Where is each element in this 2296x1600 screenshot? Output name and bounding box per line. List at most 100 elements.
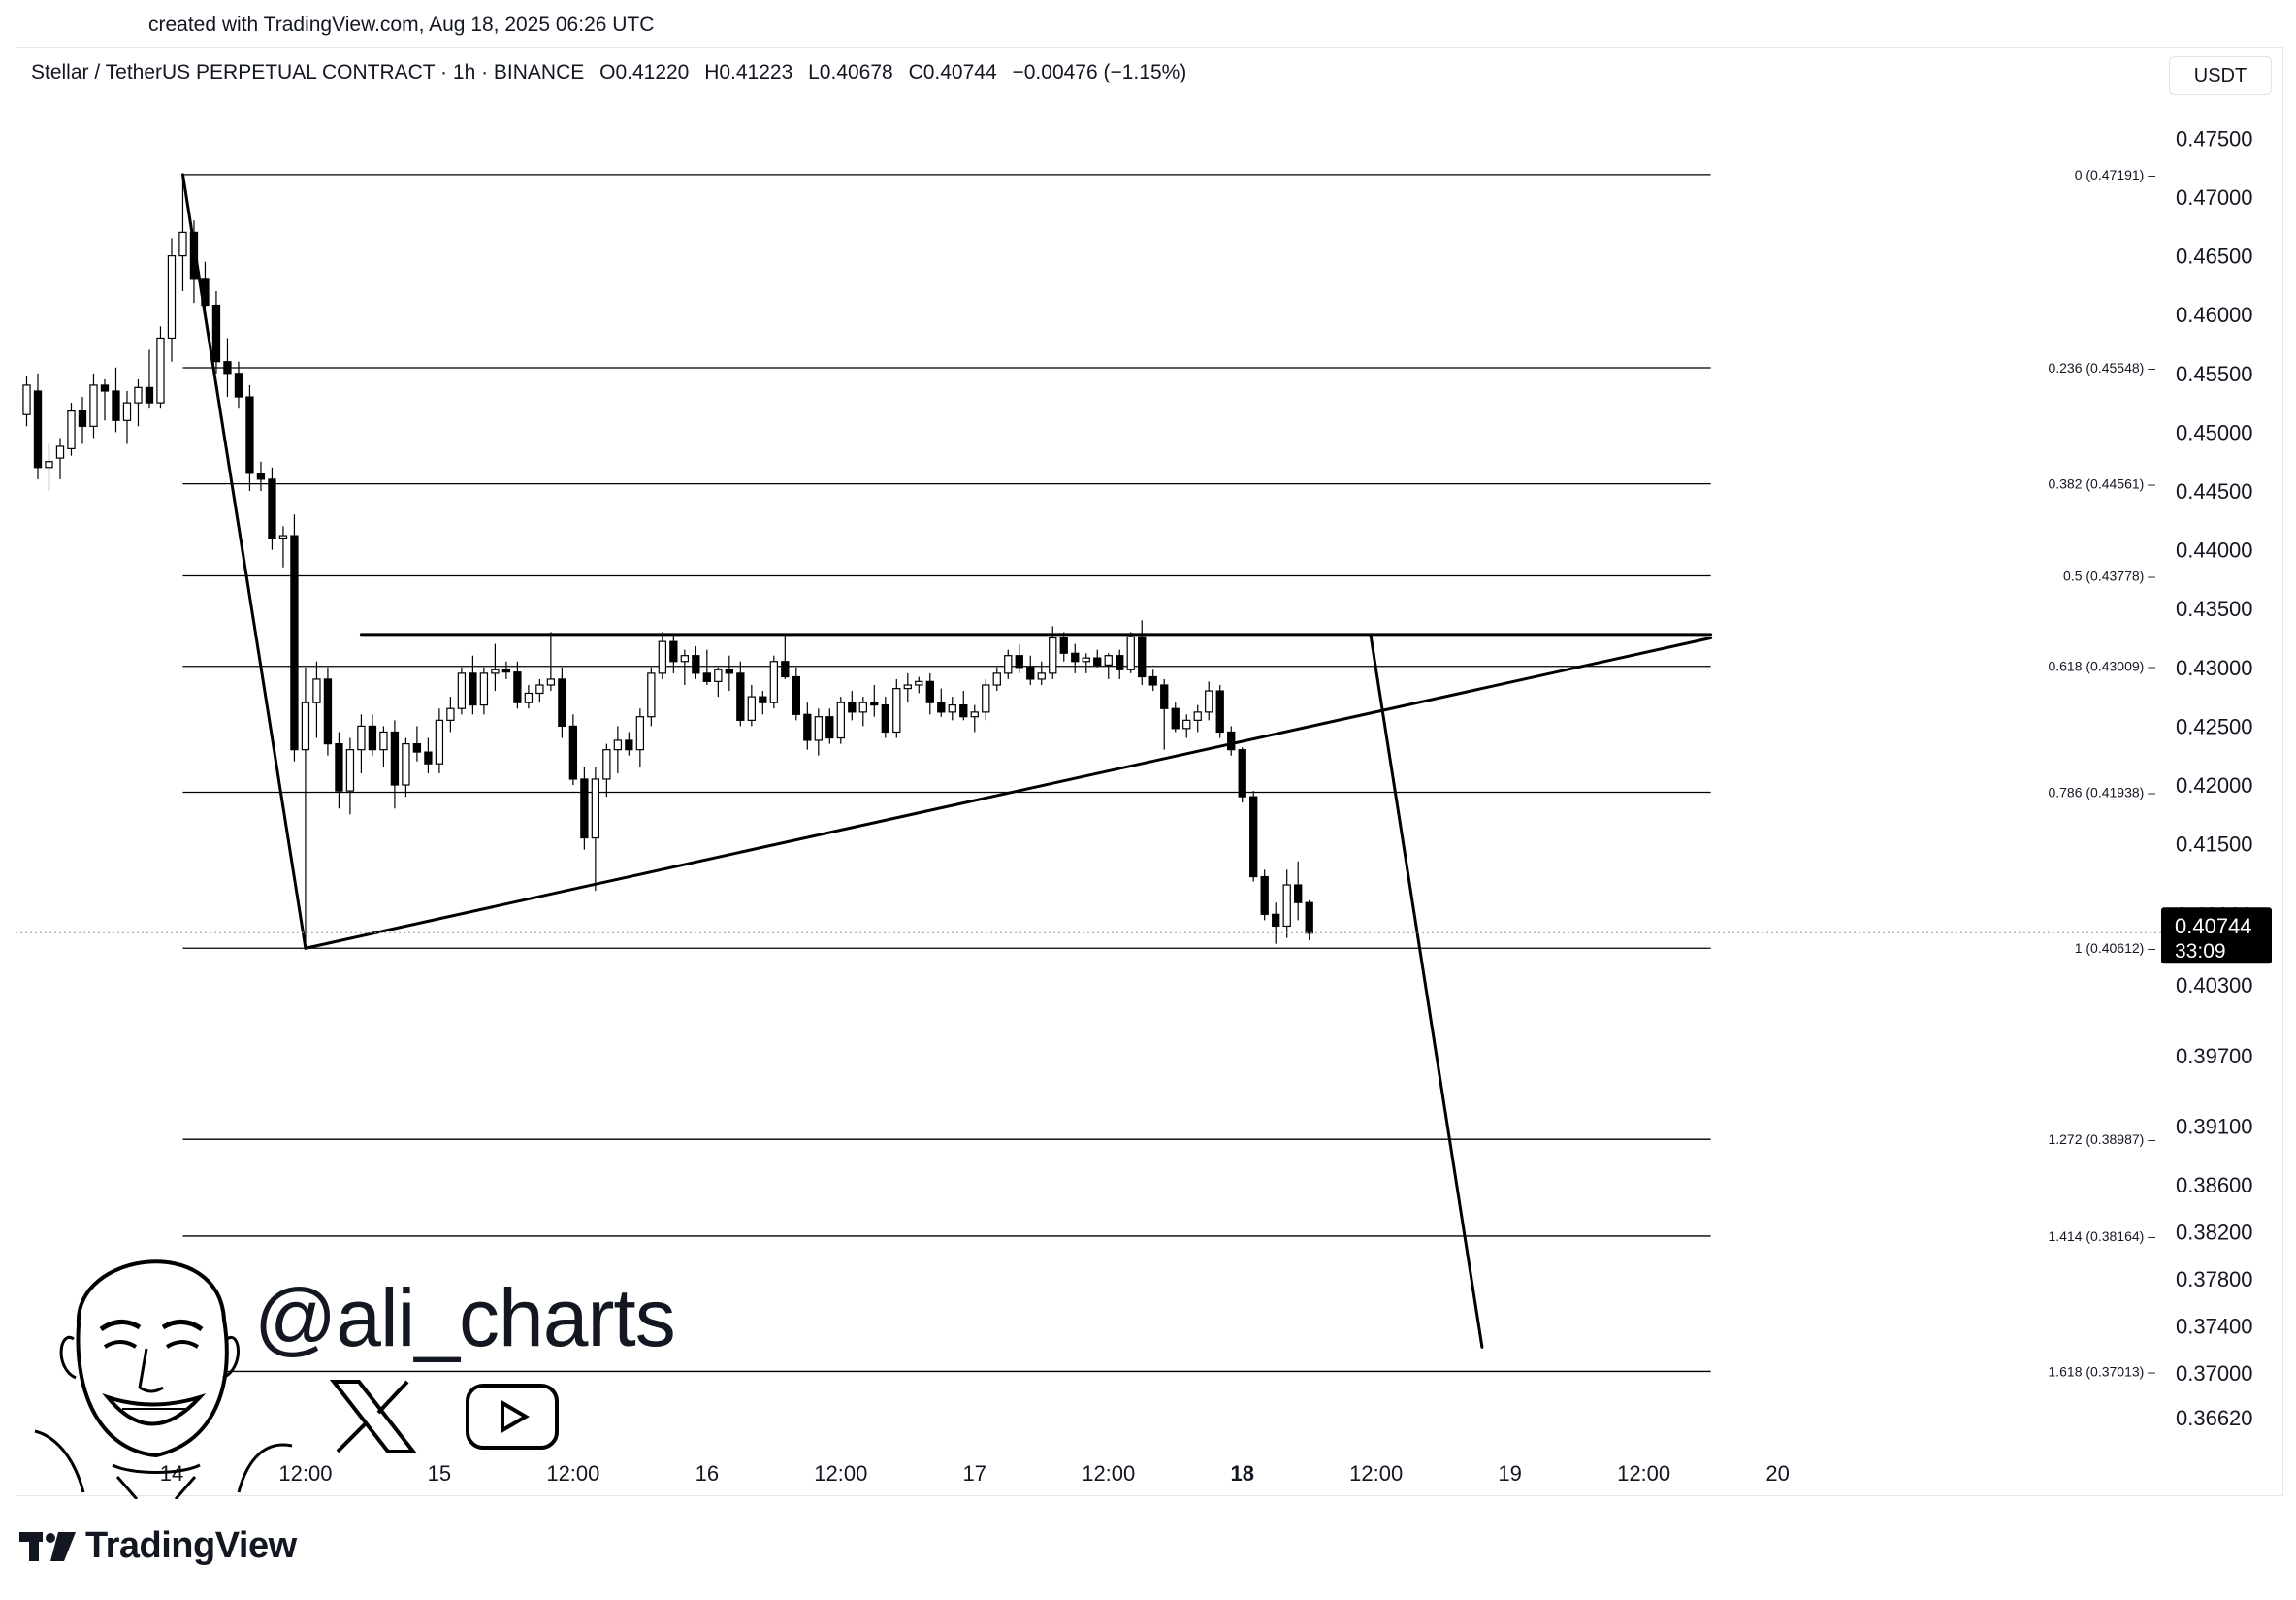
candle-down [78, 397, 87, 444]
candle-body [167, 255, 177, 340]
candle-up [345, 737, 355, 815]
candle-down [1071, 643, 1080, 673]
candle-up [479, 667, 489, 715]
candle-up [892, 678, 901, 738]
avatar-caricature-icon [34, 1259, 293, 1499]
candle-down [1093, 649, 1102, 668]
candle-up [747, 684, 756, 727]
candle-body [45, 461, 53, 469]
candle-down [1305, 899, 1313, 940]
y-tick-label: 0.46000 [2176, 303, 2253, 327]
candle-down [558, 667, 566, 738]
candle-body [412, 742, 422, 753]
candle-down [870, 684, 879, 717]
candle-body [1059, 637, 1068, 654]
candle-body [145, 386, 154, 404]
candle-body [1282, 884, 1291, 928]
candle-body [134, 386, 143, 404]
candle-up [814, 708, 823, 756]
candle-up [89, 373, 98, 439]
y-tick-label: 0.42000 [2176, 773, 2253, 798]
candle-up [22, 376, 31, 427]
candle-down [223, 338, 232, 398]
candle-body [122, 402, 132, 421]
candle-down [245, 384, 254, 492]
candle-body [368, 725, 377, 751]
candle-body [635, 716, 645, 751]
candle-up [680, 649, 690, 685]
candle-body [580, 778, 589, 839]
candle-up [1282, 869, 1291, 938]
candle-body [915, 680, 923, 686]
candle-down [424, 737, 433, 773]
triangle-support [304, 637, 1713, 950]
candle-body [858, 702, 867, 713]
candle-body [1148, 675, 1157, 686]
candle-down [412, 726, 422, 762]
candle-up [178, 174, 187, 291]
candle-down [211, 290, 221, 374]
candle-body [669, 640, 678, 663]
candle-down [390, 720, 400, 809]
candle-body [1138, 636, 1147, 678]
candle-body [1227, 731, 1236, 751]
candle-body [1116, 655, 1124, 670]
candle-body [501, 669, 511, 673]
currency-button[interactable]: USDT [2169, 56, 2272, 95]
candle-body [1093, 657, 1102, 666]
candle-body [792, 675, 800, 715]
candle-down [256, 461, 266, 492]
ohlc-open: O0.41220 [599, 61, 690, 83]
candle-body [982, 684, 990, 713]
fib-level-label: 0.382 (0.44561) – [2048, 476, 2155, 492]
candle-body [870, 702, 879, 706]
author-handle: @ali_charts [254, 1272, 676, 1363]
candle-up [1082, 653, 1090, 673]
candle-up [167, 238, 177, 362]
candle-up [379, 726, 388, 767]
candle-up [1004, 649, 1013, 679]
candle-body [892, 688, 901, 734]
candle-body [446, 707, 455, 721]
candle-body [301, 702, 310, 751]
candle-body [692, 655, 700, 674]
candle-down [725, 655, 733, 692]
fib-level-label: 1 (0.40612) – [2075, 940, 2155, 956]
fib-level-label: 0 (0.47191) – [2075, 167, 2155, 182]
candle-body [1193, 711, 1202, 721]
candle-down [501, 661, 511, 679]
candle-body [568, 725, 578, 780]
candle-body [268, 478, 276, 539]
candle-body [680, 655, 690, 663]
y-tick-label: 0.46500 [2176, 245, 2253, 269]
y-tick-label: 0.37000 [2176, 1361, 2253, 1386]
candle-up [714, 667, 723, 698]
y-tick-label: 0.42500 [2176, 714, 2253, 738]
candle-body [747, 696, 756, 721]
candle-up [1037, 661, 1046, 685]
candle-body [546, 678, 556, 686]
last-price-tag [2161, 907, 2272, 964]
candle-body [1215, 690, 1224, 734]
y-tick-label: 0.47500 [2176, 126, 2253, 150]
candle-body [970, 711, 979, 718]
x-tick-label: 16 [695, 1461, 719, 1486]
candle-body [658, 640, 667, 674]
y-tick-label: 0.41500 [2176, 833, 2253, 857]
x-tick-label: 12:00 [1082, 1461, 1135, 1486]
candle-body [78, 410, 87, 427]
candle-down [568, 714, 578, 786]
y-tick-label: 0.44000 [2176, 539, 2253, 563]
candle-body [1049, 637, 1057, 674]
candle-body [33, 390, 43, 469]
fib-level-label: 1.618 (0.37013) – [2048, 1363, 2155, 1379]
candle-body [1305, 901, 1313, 934]
candle-down [1294, 861, 1303, 921]
candle-down [1160, 678, 1169, 750]
candle-down [323, 667, 333, 756]
candle-body [781, 661, 790, 678]
candle-up [858, 697, 867, 727]
candle-down [925, 672, 934, 715]
candle-body [491, 669, 500, 674]
